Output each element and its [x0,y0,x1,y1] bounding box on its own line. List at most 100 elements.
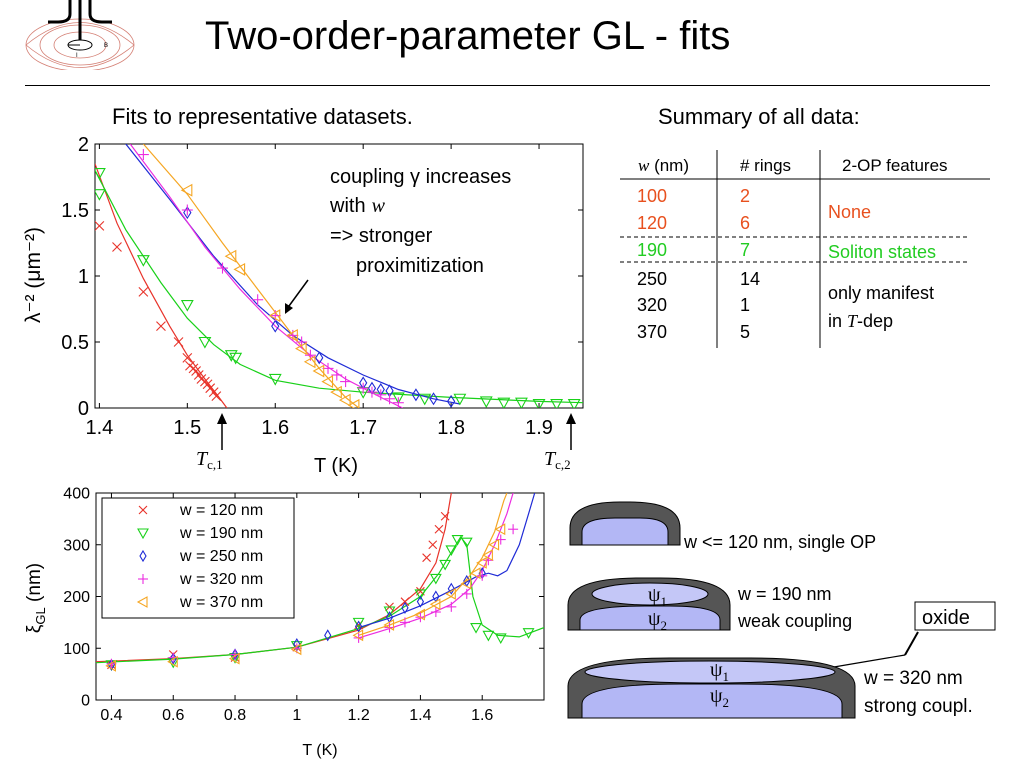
xi-point-w250 [231,648,239,661]
lambda-chart-plot: 1.4 1.5 1.6 1.7 1.8 1.9 0 0.5 1 1.5 2 [61,134,584,439]
lambda-point-w320 [357,382,369,394]
lambda-point-w370 [180,183,193,197]
xi-point-w370 [476,556,487,569]
lambda-point-w190 [224,350,238,362]
lambda-point-w370 [312,364,325,378]
lambda-point-w120 [156,321,166,332]
xi-x-tick-label: 1 [292,707,301,724]
legend-marker-w320 [138,574,148,584]
xi-x-axis-label: T (K) [302,742,337,759]
xi-point-w370 [383,619,395,631]
table-row-rings: 6 [740,213,750,233]
lambda-point-w320 [392,397,404,408]
table-row-rings: 5 [740,322,750,342]
legend-marker-w370 [136,596,148,608]
legend-marker-w190 [137,528,149,540]
lambda-point-w370 [303,355,316,369]
diagram-weak-coupling [567,577,731,631]
summary-subtitle: Summary of all data: [658,104,860,129]
xi-point-w370 [482,549,493,562]
xi-x-tick-label: 0.8 [224,707,246,724]
lambda-point-w320 [216,262,228,274]
xi-point-w370 [494,523,506,536]
xi-point-w120 [428,540,438,550]
lambda-point-w320 [137,149,149,161]
table-row-rings: 14 [740,269,760,289]
oxide-box [914,601,996,631]
xi-legend: w = 120 nm w = 190 nm w = 250 nm w = 320 nm… [101,497,295,619]
legend-entry: w = 370 nm [179,594,263,611]
table-header-rings: # rings [740,156,791,175]
lambda-point-w190 [567,398,581,408]
xi-fit-w370 [358,493,508,636]
lambda-x-tick-label: 1.6 [261,417,289,439]
lambda-y-tick-label: 2 [78,134,89,156]
xi-point-w370 [469,567,481,580]
lambda-x-tick-label: 1.9 [525,417,553,439]
xi-point-w190 [522,628,535,639]
table-header-features: 2-OP features [842,156,948,175]
xi-point-w370 [414,608,425,621]
xi-point-w120 [434,524,444,534]
lambda-point-w190 [391,392,405,405]
legend-entry: w = 250 nm [179,548,263,565]
xi-point-w190 [460,537,473,549]
xi-point-w190 [470,623,482,634]
lambda-point-w250 [446,394,456,408]
xi-y-tick-label: 200 [63,589,90,606]
table-row-rings: 2 [740,186,750,206]
table-row-w: 100 [637,186,667,206]
lambda-point-w250 [429,392,438,406]
lambda-point-w190 [479,396,493,408]
lambda-point-w190 [268,373,282,386]
oxide-label: oxide [922,607,970,629]
tc2-label: Tc,2 [544,448,571,472]
lambda-point-w120 [95,220,105,231]
xi-point-w250 [416,595,425,608]
xi-point-w370 [105,659,116,672]
xi-point-w320 [430,607,441,618]
lambda-point-w190 [497,397,511,408]
xi-x-tick-label: 1.2 [347,707,369,724]
legend-entry: w = 120 nm [179,502,263,519]
logo: B I [25,0,135,70]
table-row-w: 190 [637,240,667,260]
xi-y-tick-label: 100 [63,641,90,658]
xi-y-tick-label: 300 [63,537,90,554]
diagram-weak-label-1: w = 190 nm [737,584,832,604]
lambda-point-w320 [384,393,396,405]
lambda-point-w370 [268,309,281,323]
psi1-strong: ψ1 [710,659,729,684]
lambda-point-w370 [286,328,298,342]
lambda-point-w190 [180,299,194,312]
legend-marker-w120 [138,505,148,515]
xi-point-w250 [169,652,177,665]
xi-point-w250 [447,582,455,595]
lambda-point-w120 [182,352,193,363]
table-row-w: 120 [637,213,667,233]
xi-point-w190 [352,617,365,629]
table-row-w: 320 [637,295,667,315]
lambda-point-w190 [95,189,106,201]
lambda-point-w320 [269,310,281,322]
diagram-strong-coupling [567,657,856,719]
lambda-fit-w120 [95,163,228,408]
table-row-rings: 7 [740,240,750,260]
xi-x-tick-label: 1.4 [409,707,431,724]
lambda-point-w370 [330,385,342,399]
annotation-line3: => stronger [330,225,433,247]
tc2-arrow [566,413,576,450]
diagram-single-label: w <= 120 nm, single OP [683,532,876,552]
xi-point-w370 [290,643,302,656]
lambda-point-w320 [366,386,378,398]
xi-y-tick-label: 0 [81,693,90,710]
lambda-x-tick-label: 1.8 [437,417,465,439]
xi-point-w320 [461,588,472,599]
lambda-point-w190 [550,398,564,408]
lambda-y-tick-label: 1.5 [61,200,89,222]
table-row-w: 250 [637,269,667,289]
xi-point-w370 [352,629,364,642]
feature-soliton: Soliton states [828,242,936,262]
lambda-x-tick-label: 1.7 [349,417,377,439]
lambda-y-tick-label: 0.5 [61,332,89,354]
